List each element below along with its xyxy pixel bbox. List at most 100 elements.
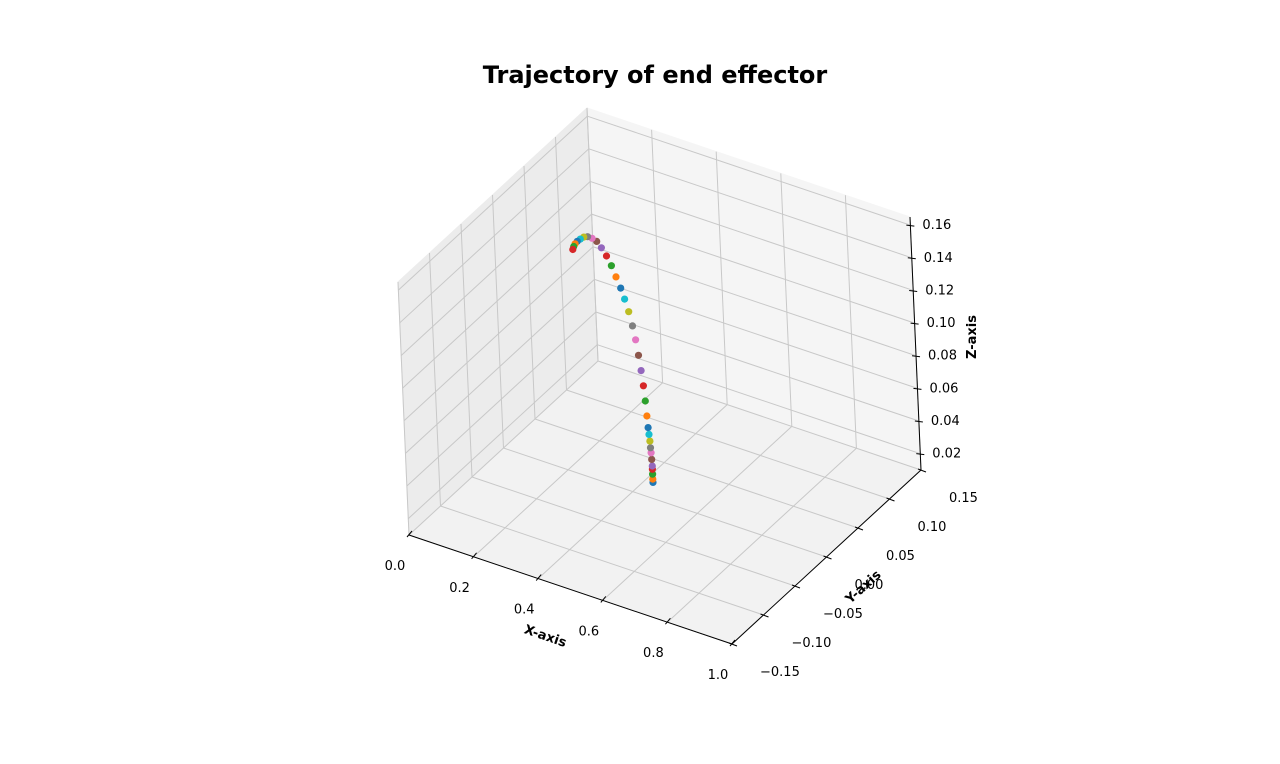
x-tick-label: 0.4 xyxy=(514,603,535,618)
trajectory-point xyxy=(597,244,606,252)
trajectory-point xyxy=(643,412,651,420)
z-grid-side xyxy=(595,311,920,422)
x-grid-side xyxy=(715,151,728,405)
z-grid-back xyxy=(398,115,588,291)
z-tick-mark xyxy=(911,355,921,358)
trajectory-point xyxy=(648,455,656,463)
x-tick-label: 0.0 xyxy=(385,559,406,574)
z-axis-line xyxy=(909,216,922,471)
x-tick-mark xyxy=(729,639,736,647)
y-tick-label: −0.15 xyxy=(760,665,800,680)
z-tick-mark xyxy=(907,257,916,260)
y-tick-mark xyxy=(854,526,864,531)
z-grid-side xyxy=(587,115,911,226)
trajectory-point xyxy=(645,430,653,438)
z-tick-label: 0.08 xyxy=(928,349,957,364)
trajectory-point xyxy=(621,295,629,303)
x-grid-side xyxy=(780,173,793,427)
y-grid-floor xyxy=(597,360,922,471)
y-grid-back xyxy=(460,223,473,478)
trajectory-point xyxy=(648,462,656,470)
z-tick-mark xyxy=(906,224,915,227)
z-grid-back xyxy=(402,213,592,389)
y-tick-label: −0.05 xyxy=(823,607,863,622)
z-grid-back xyxy=(406,311,597,487)
y-tick-mark xyxy=(728,642,738,647)
z-tick-label: 0.04 xyxy=(931,414,960,429)
z-grid-back xyxy=(407,344,598,520)
y-grid-back xyxy=(523,165,536,420)
trajectory-point xyxy=(637,367,645,375)
trajectory-point xyxy=(646,437,654,445)
trajectory-point xyxy=(634,351,643,359)
x-grid-side xyxy=(844,195,857,449)
x-tick-mark xyxy=(535,574,542,581)
z-grid-side xyxy=(594,278,918,389)
z-grid-side xyxy=(597,344,921,455)
x-tick-label: 1.0 xyxy=(708,668,729,683)
x-tick-label: 0.8 xyxy=(643,646,664,661)
y-tick-label: 0.10 xyxy=(918,520,947,535)
z-grid-back xyxy=(400,181,591,356)
x-tick-label: 0.2 xyxy=(449,581,470,596)
trajectory-point xyxy=(641,397,649,405)
trajectory-point xyxy=(569,245,577,254)
trajectory-point xyxy=(639,382,648,390)
y-tick-label: 0.00 xyxy=(855,578,884,593)
z-grid-side xyxy=(591,213,915,324)
trajectory-point xyxy=(644,424,652,432)
x-tick-mark xyxy=(600,596,607,603)
y-tick-mark xyxy=(886,497,895,502)
x-tick-mark xyxy=(471,552,477,560)
trajectory-point xyxy=(612,273,620,281)
z-tick-label: 0.12 xyxy=(925,283,954,298)
x-tick-mark xyxy=(665,617,671,625)
z-tick-label: 0.02 xyxy=(932,447,961,462)
z-tick-label: 0.06 xyxy=(929,381,958,396)
z-tick-mark xyxy=(909,289,918,292)
z-tick-label: 0.14 xyxy=(924,251,953,266)
trajectory-point xyxy=(607,262,616,270)
y-tick-mark xyxy=(823,555,832,560)
z-grid-side xyxy=(592,246,917,357)
z-grid-back xyxy=(399,148,590,324)
y-tick-mark xyxy=(917,468,927,473)
y-tick-mark xyxy=(760,613,769,618)
y-grid-back xyxy=(555,136,567,391)
y-tick-mark xyxy=(791,584,801,589)
y-grid-back xyxy=(586,107,599,362)
trajectory-points xyxy=(569,233,657,486)
z-grid-back xyxy=(405,279,595,454)
axis-lines xyxy=(406,216,927,647)
x-axis-label: X-axis xyxy=(522,622,568,650)
x-grid-side xyxy=(651,129,664,383)
z-axis-label: Z-axis xyxy=(965,315,980,359)
z-tick-mark xyxy=(916,453,925,456)
x-axis-line xyxy=(408,534,733,645)
z-tick-mark xyxy=(910,322,919,325)
x-tick-label: 0.6 xyxy=(578,624,599,639)
trajectory-point xyxy=(646,444,655,452)
y-grid-floor xyxy=(503,447,827,558)
x-tick-mark xyxy=(406,530,413,538)
z-grid-side xyxy=(590,180,914,291)
y-tick-label: −0.10 xyxy=(792,636,832,651)
chart-title: Trajectory of end effector xyxy=(483,61,828,89)
trajectory-point xyxy=(632,336,640,344)
y-grid-back xyxy=(397,281,410,536)
y-grid-back xyxy=(492,194,504,449)
y-grid-floor xyxy=(534,418,859,529)
z-grid-back xyxy=(403,246,594,422)
axis-panes xyxy=(397,106,922,645)
z-tick-mark xyxy=(913,387,922,390)
grid-lines xyxy=(397,107,922,645)
trajectory-point xyxy=(602,252,611,260)
z-tick-label: 0.10 xyxy=(927,316,956,331)
tick-labels: 0.00.20.40.60.81.0 −0.15−0.10−0.050.000.0… xyxy=(385,218,978,683)
z-tick-mark xyxy=(914,420,923,423)
y-tick-label: 0.05 xyxy=(886,549,915,564)
trajectory-point xyxy=(625,308,633,316)
y-grid-floor xyxy=(471,476,796,587)
